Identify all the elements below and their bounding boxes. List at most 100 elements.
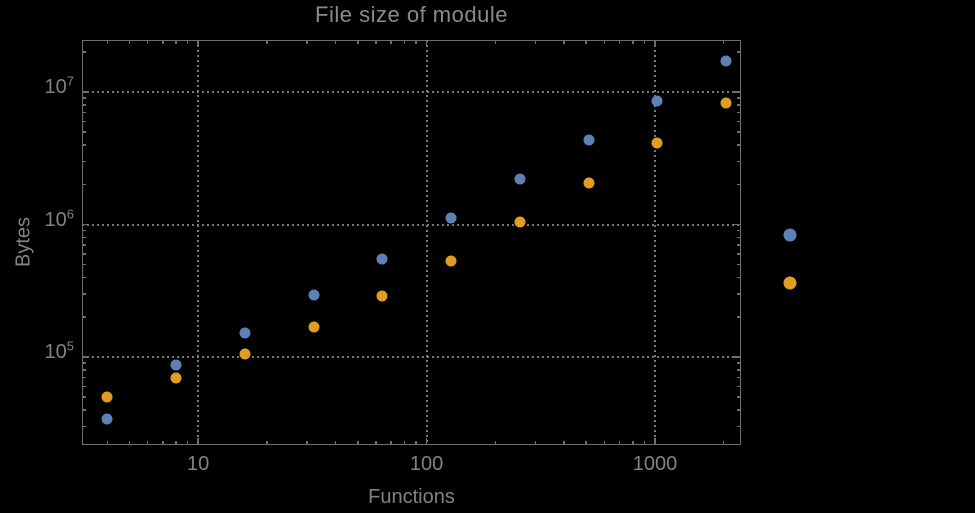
y-tick [82,236,86,239]
point-series-2-orange-x1024 [651,137,663,149]
y-tick-right [737,160,741,163]
x-tick [643,441,646,445]
x-tick [494,441,497,445]
point-series-2-orange-x512 [583,177,595,189]
x-tick-top [390,40,392,44]
point-series-1-blue-x128 [445,212,457,224]
x-tick-top [643,40,646,44]
point-series-1-blue-x8 [170,359,182,371]
y-tick-right [737,385,741,388]
x-tick [175,441,177,445]
y-tick-right [737,253,741,255]
y-tick-right-major [734,91,741,93]
x-tick [306,441,308,445]
y-tick [82,131,86,133]
y-axis-label: Bytes [12,216,35,268]
y-tick [82,425,86,428]
y-tick-right [737,263,741,266]
x-tick-top [722,40,725,44]
plot-frame [82,40,741,445]
x-tick [128,441,131,445]
y-tick-right [737,369,741,371]
y-tick-right [737,236,741,239]
x-tick-top [563,40,565,44]
y-tick [82,385,86,388]
y-tick-label-10e5: 105 [44,338,74,364]
gridline-x-100 [425,40,428,445]
point-series-1-blue-x32 [308,289,320,301]
y-tick [82,111,86,114]
x-tick-top [585,40,587,44]
y-tick [82,144,86,146]
y-tick [82,97,86,99]
y-tick-right [737,111,741,114]
y-tick-right-major [734,223,741,226]
gridline-y-10e5 [82,356,741,359]
y-tick-right [737,409,741,411]
x-tick [357,441,359,445]
x-tick-top [494,40,497,44]
y-tick [82,263,86,266]
y-tick [82,120,86,123]
y-tick-right [737,229,741,232]
point-series-2-orange-x8 [170,372,182,384]
x-tick [585,441,587,445]
x-tick [162,441,164,445]
x-tick [334,441,337,445]
y-tick-right [737,120,741,123]
y-tick [82,51,86,53]
x-tick-top [334,40,337,44]
y-tick [82,104,86,106]
y-tick [82,293,86,295]
x-tick-top [266,40,268,44]
gridline-y-10e6 [82,223,741,226]
y-tick-major [82,91,89,93]
x-tick-top [128,40,131,44]
x-tick [563,441,565,445]
y-tick [82,376,86,379]
y-tick-right [737,376,741,379]
point-series-2-orange-x32 [308,321,320,333]
x-tick [106,441,109,445]
y-tick-right [737,131,741,133]
point-series-2-orange-x4 [101,391,113,403]
x-tick-top [403,40,406,44]
x-tick-top [306,40,308,44]
legend-marker-series-2-orange [783,276,797,290]
point-series-1-blue-x1024 [651,95,663,107]
x-tick-label-100: 100 [409,453,444,475]
y-tick-major [82,223,89,226]
y-tick [82,362,86,364]
x-tick-major [654,438,656,445]
point-series-1-blue-x512 [583,134,595,146]
y-tick [82,253,86,255]
x-tick-top [618,40,621,44]
x-tick-top [175,40,177,44]
x-tick-top [357,40,359,44]
point-series-1-blue-x4 [101,413,113,425]
y-tick-label-10e7: 107 [44,73,74,99]
x-tick [632,441,634,445]
y-tick [82,396,86,398]
y-tick-right [737,51,741,53]
y-tick-right [737,104,741,106]
x-tick [534,441,537,445]
x-tick [266,441,268,445]
y-tick-right [737,97,741,99]
y-tick-right [737,293,741,295]
x-tick-top-major [654,40,656,47]
x-tick-top [632,40,634,44]
y-tick-label-10e6: 106 [44,205,74,231]
y-tick-right [737,396,741,398]
y-tick-right [737,244,741,246]
x-tick-top [162,40,164,44]
point-series-1-blue-x16 [239,327,251,339]
x-tick-major [197,438,199,445]
x-tick [415,441,417,445]
y-tick-right [737,183,741,186]
x-axis-label: Functions [368,486,455,508]
y-tick [82,244,86,246]
y-tick-right [737,362,741,364]
x-tick-top-major [197,40,199,47]
